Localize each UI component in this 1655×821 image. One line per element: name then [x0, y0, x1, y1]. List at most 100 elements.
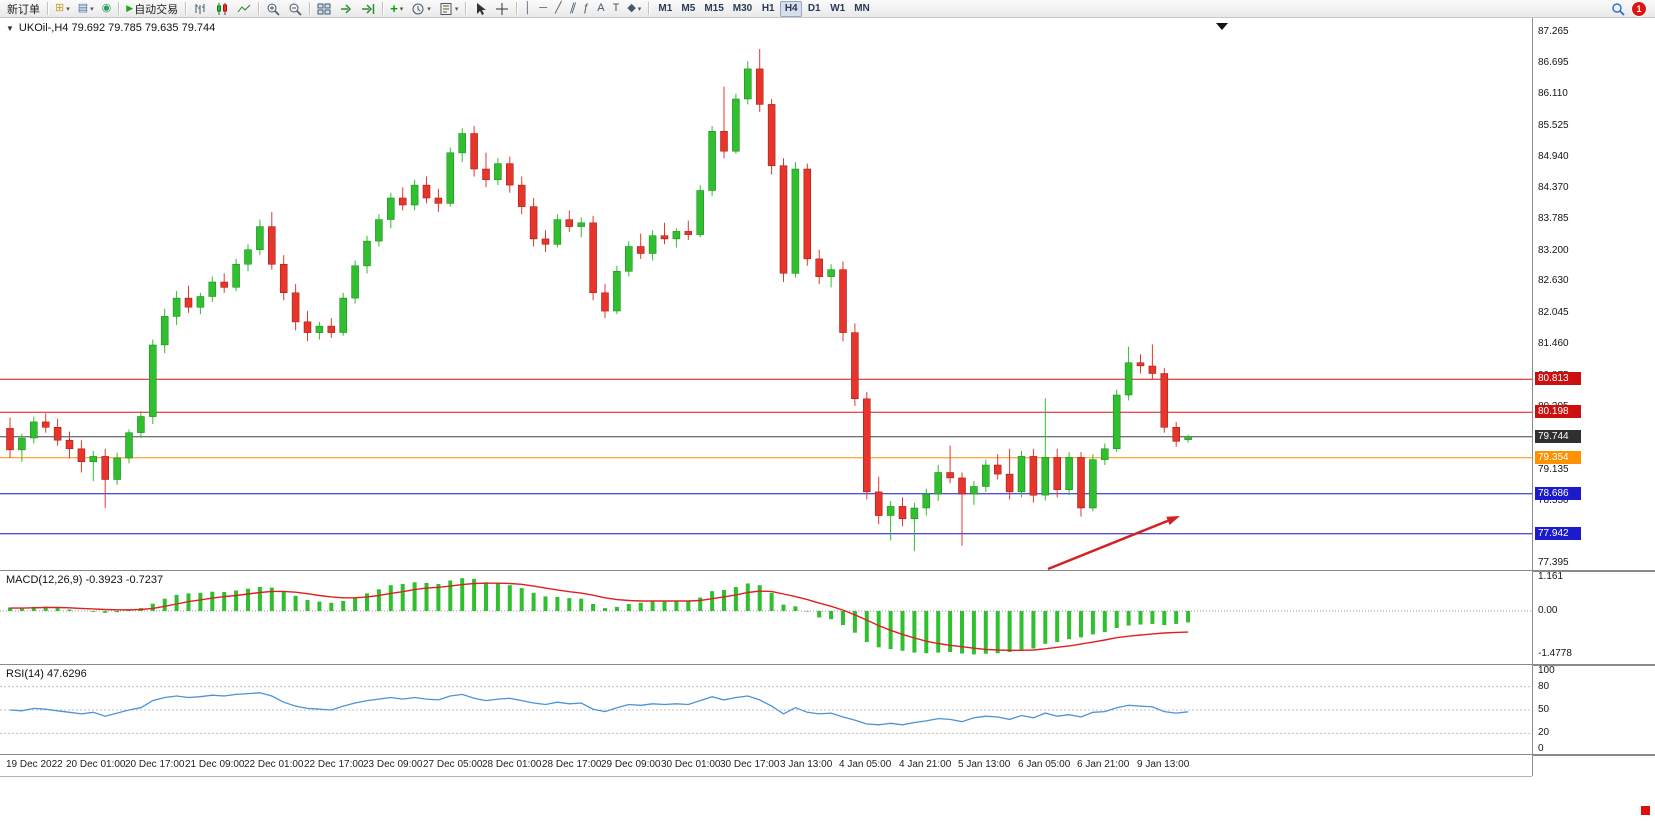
- cursor-icon: [477, 2, 487, 15]
- time-axis-label: 22 Dec 17:00: [304, 759, 364, 770]
- timeframe-button-m30[interactable]: M30: [729, 1, 756, 17]
- time-axis[interactable]: 19 Dec 2022 20 Dec 01:00 20 Dec 17:00 21 De…: [0, 755, 1532, 777]
- bottom-strip: [0, 776, 1655, 821]
- rsi-axis-label: 0: [1538, 743, 1544, 754]
- toolbar-separator: [516, 2, 518, 15]
- bottom-right-marker: [1641, 806, 1650, 815]
- play-icon: ▶: [126, 3, 134, 13]
- candlesticks[interactable]: [6, 49, 1192, 552]
- macd-panel[interactable]: MACD(12,26,9) -0.3923 -0.7237: [0, 571, 1532, 665]
- price-level-badge: 79.354: [1535, 451, 1581, 464]
- timeframe-button-h4[interactable]: H4: [780, 0, 803, 17]
- horizontal-line-icon: ─: [539, 2, 547, 14]
- panel-divider[interactable]: [0, 664, 1655, 667]
- time-axis-label: 21 Dec 09:00: [185, 759, 245, 770]
- fibonacci-button[interactable]: ƒ: [579, 1, 593, 17]
- zoom-out-icon: [289, 3, 302, 16]
- timeframe-button-d1[interactable]: D1: [803, 1, 825, 17]
- rsi-chart[interactable]: [0, 665, 1532, 755]
- line-chart-button[interactable]: [233, 1, 255, 17]
- timeframe-button-m15[interactable]: M15: [700, 1, 727, 17]
- auto-trading-label: 自动交易: [134, 3, 179, 16]
- cursor-button[interactable]: [469, 1, 491, 17]
- macd-chart[interactable]: [0, 571, 1532, 665]
- chevron-down-icon: ▾: [66, 5, 70, 13]
- timeframe-button-w1[interactable]: W1: [826, 1, 849, 17]
- time-axis-label: 3 Jan 13:00: [780, 759, 833, 770]
- time-axis-label: 5 Jan 13:00: [958, 759, 1011, 770]
- channel-button[interactable]: ∥: [566, 1, 580, 17]
- templates-button[interactable]: ▾: [435, 1, 463, 17]
- price-axis-label: 77.395: [1538, 557, 1569, 568]
- rsi-axis-label: 80: [1538, 681, 1550, 692]
- main-chart[interactable]: ▼ UKOil-,H4 79.692 79.785 79.635 79.744: [0, 18, 1532, 571]
- price-axis-label: 83.200: [1538, 245, 1569, 256]
- new-order-button[interactable]: 新订单: [3, 1, 44, 17]
- crosshair-button[interactable]: [491, 1, 513, 17]
- new-chart-button[interactable]: ⊞ ▾: [51, 1, 74, 17]
- auto-scroll-button[interactable]: [357, 1, 379, 17]
- horizontal-line-button[interactable]: ─: [535, 1, 551, 17]
- chevron-down-icon: ▾: [399, 5, 404, 13]
- timeframe-button-h1[interactable]: H1: [757, 1, 779, 17]
- market-watch-button[interactable]: ◉: [98, 1, 116, 17]
- time-axis-label: 30 Dec 17:00: [720, 759, 780, 770]
- macd-axis-label: 1.161: [1538, 571, 1564, 582]
- price-axis-label: 78.550: [1538, 495, 1569, 506]
- time-axis-label: 27 Dec 05:00: [423, 759, 483, 770]
- vertical-line-button[interactable]: │: [520, 1, 535, 17]
- zoom-out-button[interactable]: [284, 1, 306, 17]
- price-axis-label: 84.940: [1538, 151, 1569, 162]
- price-axis-label: 82.630: [1538, 275, 1569, 286]
- price-axis-label: 86.110: [1538, 88, 1568, 99]
- chart-shift-marker[interactable]: [1216, 23, 1228, 30]
- panel-divider[interactable]: [0, 570, 1655, 573]
- candlestick-chart[interactable]: [0, 18, 1532, 571]
- timeframe-button-m5[interactable]: M5: [677, 1, 699, 17]
- price-level-badge: 79.744: [1535, 430, 1581, 443]
- price-axis-label: 79.135: [1538, 464, 1569, 475]
- bar-chart-button[interactable]: [189, 1, 211, 17]
- rsi-line: [9, 692, 1189, 726]
- toolbar-separator: [465, 2, 467, 15]
- label-tool-icon: T: [612, 2, 620, 14]
- notification-badge[interactable]: 1: [1631, 0, 1647, 17]
- auto-trading-button[interactable]: ▶ 自动交易: [122, 1, 182, 17]
- price-axis-label: 87.265: [1538, 26, 1569, 37]
- macd-axis-label: -1.4778: [1538, 648, 1572, 659]
- price-scale[interactable]: 87.265 86.695 86.110 85.525 84.940 84.370 83.7…: [1532, 18, 1655, 776]
- timeframe-button-m1[interactable]: M1: [654, 1, 676, 17]
- tile-windows-button[interactable]: [313, 1, 335, 17]
- bar-chart-icon: [195, 3, 205, 14]
- chart-shift-button[interactable]: [335, 1, 357, 17]
- zoom-in-button[interactable]: [262, 1, 284, 17]
- time-axis-label: 30 Dec 01:00: [661, 759, 721, 770]
- profiles-button[interactable]: ▤ ▾: [74, 1, 98, 17]
- price-axis-label: 81.460: [1538, 338, 1569, 349]
- time-axis-label: 23 Dec 09:00: [363, 759, 423, 770]
- level-lines[interactable]: [0, 378, 1532, 535]
- indicators-button[interactable]: + ▾: [386, 1, 407, 17]
- trend-arrow[interactable]: [1047, 516, 1180, 571]
- search-icon[interactable]: [1611, 2, 1625, 16]
- label-tool-button[interactable]: T: [609, 1, 624, 17]
- toolbar-separator: [382, 2, 384, 15]
- text-tool-button[interactable]: A: [593, 1, 608, 17]
- timeframe-button-mn[interactable]: MN: [850, 1, 874, 17]
- periods-button[interactable]: ▾: [407, 1, 435, 17]
- crosshair-icon: [496, 2, 509, 15]
- panel-divider[interactable]: [0, 754, 1655, 757]
- toolbar-separator: [47, 2, 48, 15]
- rsi-axis-label: 50: [1538, 704, 1550, 715]
- shapes-button[interactable]: ◆ ▾: [623, 1, 645, 17]
- trendline-button[interactable]: ╱: [551, 1, 566, 17]
- time-axis-label: 28 Dec 01:00: [482, 759, 542, 770]
- price-axis-label: 82.045: [1538, 307, 1569, 318]
- time-axis-label: 4 Jan 05:00: [839, 759, 892, 770]
- chevron-down-icon: ▾: [427, 5, 431, 13]
- candlestick-chart-button[interactable]: [211, 1, 233, 17]
- rsi-panel[interactable]: RSI(14) 47.6296: [0, 665, 1532, 755]
- vertical-line-icon: │: [524, 2, 532, 14]
- collapse-icon[interactable]: ▼: [6, 23, 14, 33]
